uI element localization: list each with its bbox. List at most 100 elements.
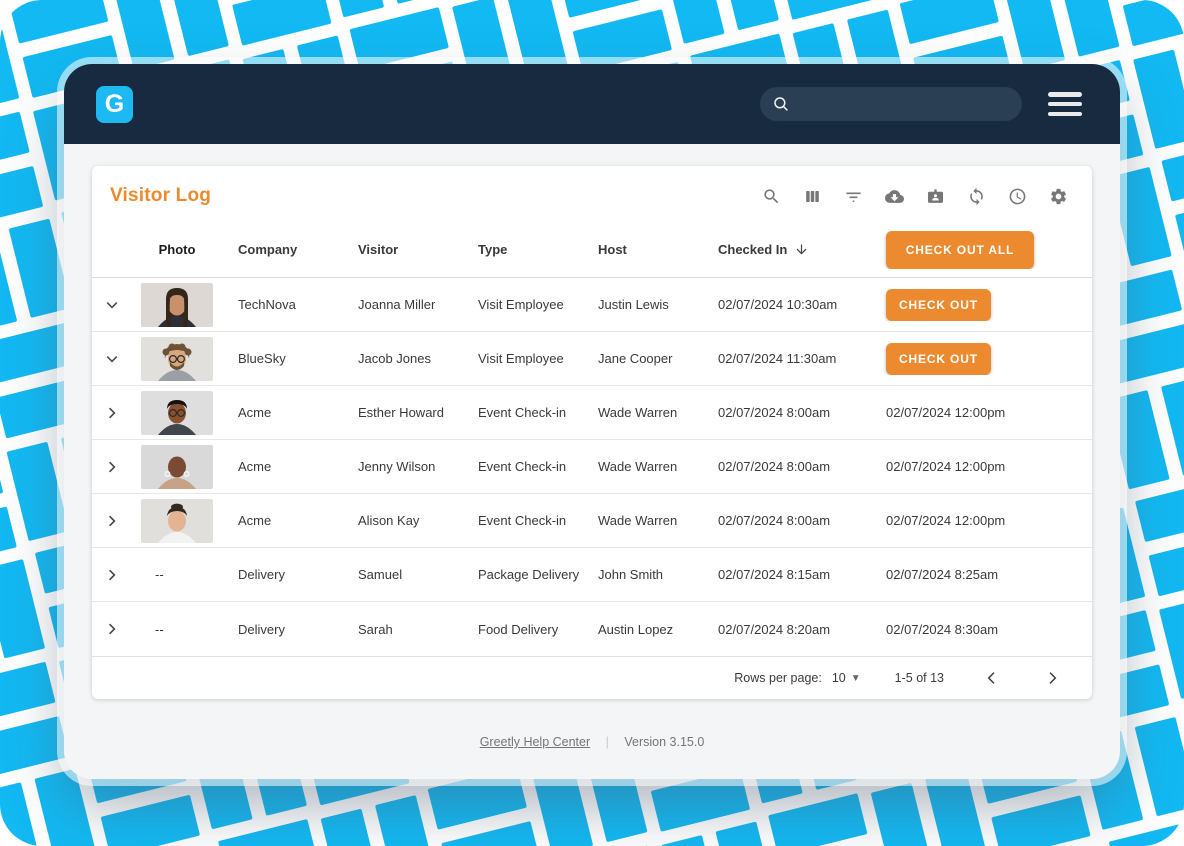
action-cell: CHECK OUT	[878, 288, 1092, 321]
hamburger-menu-icon[interactable]	[1048, 92, 1082, 116]
row-expand-chevron-icon[interactable]	[103, 458, 121, 476]
type-cell: Event Check-in	[478, 513, 567, 528]
history-clock-icon[interactable]	[1007, 186, 1027, 206]
visitor-photo	[141, 390, 213, 435]
column-header-visitor: Visitor	[358, 242, 399, 257]
action-cell: CHECK OUT	[878, 342, 1092, 375]
visitor-badge-icon[interactable]	[925, 186, 945, 206]
visitor-cell: Samuel	[358, 567, 403, 582]
next-page-button[interactable]	[1040, 666, 1064, 690]
footer-divider: |	[605, 735, 609, 749]
rows-per-page-select[interactable]: 10 ▼	[832, 671, 861, 685]
checked-out-time: 02/07/2024 8:25am	[886, 567, 999, 582]
chevron-right-icon	[1049, 672, 1057, 684]
table-header-row: Photo Company Visitor Type Host Checked …	[92, 222, 1092, 278]
company-cell: TechNova	[238, 297, 296, 312]
chevron-down-icon: ▼	[850, 672, 861, 684]
table-row: Acme Esther Howard Event Check-in Wade W…	[92, 386, 1092, 440]
type-cell: Package Delivery	[478, 567, 580, 582]
greetly-logo[interactable]: G	[96, 85, 133, 123]
action-cell: 02/07/2024 12:00pm	[878, 459, 1092, 474]
row-expand-chevron-icon[interactable]	[103, 350, 121, 368]
visitor-cell: Sarah	[358, 621, 393, 637]
check-out-button[interactable]: CHECK OUT	[886, 342, 991, 375]
host-cell: Justin Lewis	[598, 297, 669, 312]
search-input[interactable]	[798, 96, 1010, 112]
host-cell: Austin Lopez	[598, 621, 674, 637]
checked-in-cell: 02/07/2024 8:00am	[718, 513, 831, 528]
row-expand-chevron-icon[interactable]	[103, 512, 121, 530]
type-cell: Visit Employee	[478, 297, 564, 312]
action-cell: 02/07/2024 12:00pm	[878, 513, 1092, 528]
action-cell: 02/07/2024 8:25am	[878, 567, 1092, 582]
visitor-photo	[132, 498, 222, 543]
host-cell: Wade Warren	[598, 459, 678, 474]
table-row: -- Delivery Samuel Package Delivery John…	[92, 548, 1092, 602]
row-expand-chevron-icon[interactable]	[103, 620, 121, 638]
column-header-photo: Photo	[158, 242, 196, 257]
table-row: Acme Alison Kay Event Check-in Wade Warr…	[92, 494, 1092, 548]
column-header-company: Company	[238, 242, 298, 257]
version-label: Version 3.15.0	[624, 735, 705, 749]
columns-icon[interactable]	[802, 186, 822, 206]
visitor-photo	[141, 444, 213, 489]
company-cell: Acme	[238, 405, 272, 420]
navbar: G	[64, 64, 1120, 144]
check-out-button[interactable]: CHECK OUT	[886, 288, 991, 321]
host-cell: Jane Cooper	[598, 351, 673, 366]
visitor-photo	[132, 282, 222, 327]
visitor-cell: Esther Howard	[358, 405, 444, 420]
table-row: -- Delivery Sarah Food Delivery Austin L…	[92, 602, 1092, 656]
search-icon	[774, 97, 788, 111]
checked-in-cell: 02/07/2024 10:30am	[718, 297, 838, 312]
filter-icon[interactable]	[843, 186, 863, 206]
visitor-photo	[141, 282, 213, 327]
rows-per-page-value: 10	[831, 671, 846, 685]
company-cell: Delivery	[238, 567, 285, 582]
visitor-cell: Jacob Jones	[358, 351, 431, 366]
visitor-photo	[141, 336, 213, 381]
cloud-download-icon[interactable]	[884, 186, 904, 206]
type-cell: Event Check-in	[478, 459, 567, 474]
row-expand-chevron-icon[interactable]	[103, 566, 121, 584]
sync-icon[interactable]	[966, 186, 986, 206]
company-cell: Delivery	[238, 621, 285, 637]
row-expand-chevron-icon[interactable]	[103, 404, 121, 422]
table-body: TechNova Joanna Miller Visit Employee Ju…	[92, 278, 1092, 656]
settings-gear-icon[interactable]	[1048, 186, 1068, 206]
chevron-left-icon	[987, 672, 995, 684]
row-expand-chevron-icon[interactable]	[103, 296, 121, 314]
help-center-link[interactable]: Greetly Help Center	[479, 735, 591, 749]
pagination-bar: Rows per page: 10 ▼ 1-5 of 13	[92, 656, 1092, 699]
checked-in-cell: 02/07/2024 8:00am	[718, 459, 831, 474]
type-cell: Food Delivery	[478, 621, 559, 637]
visitor-photo	[132, 444, 222, 489]
page-footer: Greetly Help Center | Version 3.15.0	[64, 735, 1120, 749]
page-title: Visitor Log	[110, 185, 212, 206]
host-cell: Wade Warren	[598, 513, 678, 528]
app-window: G Visitor Log	[64, 64, 1120, 779]
no-photo-placeholder: --	[155, 567, 164, 582]
action-cell: 02/07/2024 12:00pm	[878, 405, 1092, 420]
previous-page-button[interactable]	[980, 666, 1004, 690]
visitor-photo	[132, 390, 222, 435]
action-cell: 02/07/2024 8:30am	[878, 622, 1092, 637]
company-cell: BlueSky	[238, 351, 286, 366]
check-out-all-button[interactable]: CHECK OUT ALL	[886, 230, 1034, 269]
nav-search[interactable]	[760, 87, 1022, 121]
visitor-cell: Alison Kay	[358, 513, 420, 528]
visitor-photo	[132, 336, 222, 381]
checked-out-time: 02/07/2024 8:30am	[886, 621, 999, 637]
visitor-cell: Joanna Miller	[358, 297, 436, 312]
table-row: Acme Jenny Wilson Event Check-in Wade Wa…	[92, 440, 1092, 494]
logo-letter: G	[104, 89, 125, 118]
checked-in-cell: 02/07/2024 8:20am	[718, 621, 831, 637]
search-icon[interactable]	[761, 186, 781, 206]
type-cell: Visit Employee	[478, 351, 564, 366]
host-cell: John Smith	[598, 567, 664, 582]
checked-out-time: 02/07/2024 12:00pm	[886, 405, 1006, 420]
type-cell: Event Check-in	[478, 405, 567, 420]
column-header-checked-in[interactable]: Checked In	[702, 242, 878, 257]
column-header-type: Type	[478, 242, 508, 257]
